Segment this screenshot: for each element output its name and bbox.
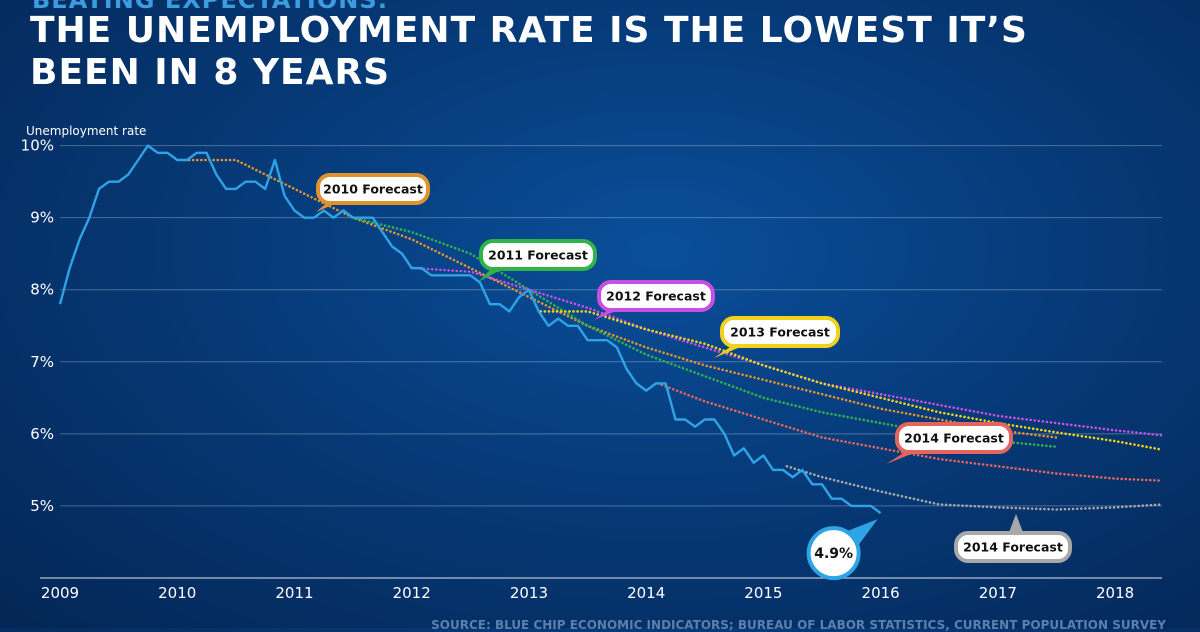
- forecast-label-f2013: 2013 Forecast: [714, 316, 840, 358]
- forecast-label-f2014b: 2014 Forecast: [954, 514, 1072, 563]
- x-tick-label: 2017: [979, 584, 1017, 602]
- y-tick-label: 5%: [30, 497, 54, 515]
- series-line-f2014b: [785, 464, 1164, 511]
- callout-box: [316, 173, 430, 205]
- y-tick-label: 10%: [21, 137, 54, 155]
- source-note: SOURCE: BLUE CHIP ECONOMIC INDICATORS; B…: [431, 618, 1166, 632]
- series-line-f2013: [539, 310, 1164, 452]
- forecast-label-text: 2013 Forecast: [730, 325, 830, 340]
- y-axis-label: Unemployment rate: [26, 124, 147, 138]
- forecast-label-f2010: 2010 Forecast: [316, 173, 430, 212]
- forecast-label-text: 2014 Forecast: [963, 540, 1063, 555]
- x-tick-label: 2016: [862, 584, 900, 602]
- forecast-label-f2012: 2012 Forecast: [594, 280, 715, 320]
- callout-box: [954, 531, 1072, 563]
- x-tick-label: 2010: [158, 584, 196, 602]
- x-tick-label: 2018: [1096, 584, 1134, 602]
- x-tick-label: 2009: [41, 584, 79, 602]
- x-tick-label: 2015: [744, 584, 782, 602]
- latest-value-text: 4.9%: [814, 546, 853, 562]
- callout-box: [895, 422, 1013, 454]
- forecast-label-text: 2011 Forecast: [488, 248, 588, 263]
- chart-title: THE UNEMPLOYMENT RATE IS THE LOWEST IT’S…: [30, 10, 1028, 93]
- forecast-label-f2011: 2011 Forecast: [478, 239, 597, 282]
- forecast-label-f2014a: 2014 Forecast: [886, 422, 1013, 464]
- callout-box: [597, 280, 715, 312]
- x-tick-label: 2014: [627, 584, 665, 602]
- callout-circle: [806, 526, 861, 581]
- y-tick-label: 9%: [30, 209, 54, 227]
- callout-box: [720, 316, 840, 348]
- chart-kicker: BEATING EXPECTATIONS:: [32, 0, 389, 14]
- latest-value-callout: 4.9%: [806, 519, 878, 581]
- forecast-label-text: 2012 Forecast: [606, 289, 706, 304]
- series-line-actual: [58, 144, 882, 515]
- callout-box: [479, 239, 597, 271]
- x-tick-label: 2013: [510, 584, 548, 602]
- x-tick-label: 2012: [393, 584, 431, 602]
- forecast-label-text: 2010 Forecast: [323, 182, 423, 197]
- y-tick-label: 6%: [30, 425, 54, 443]
- forecast-label-text: 2014 Forecast: [904, 431, 1004, 446]
- x-tick-label: 2011: [275, 584, 313, 602]
- callout-pointer: [1008, 514, 1024, 535]
- y-tick-label: 8%: [30, 281, 54, 299]
- series-line-f2011: [351, 216, 1058, 449]
- y-tick-label: 7%: [30, 353, 54, 371]
